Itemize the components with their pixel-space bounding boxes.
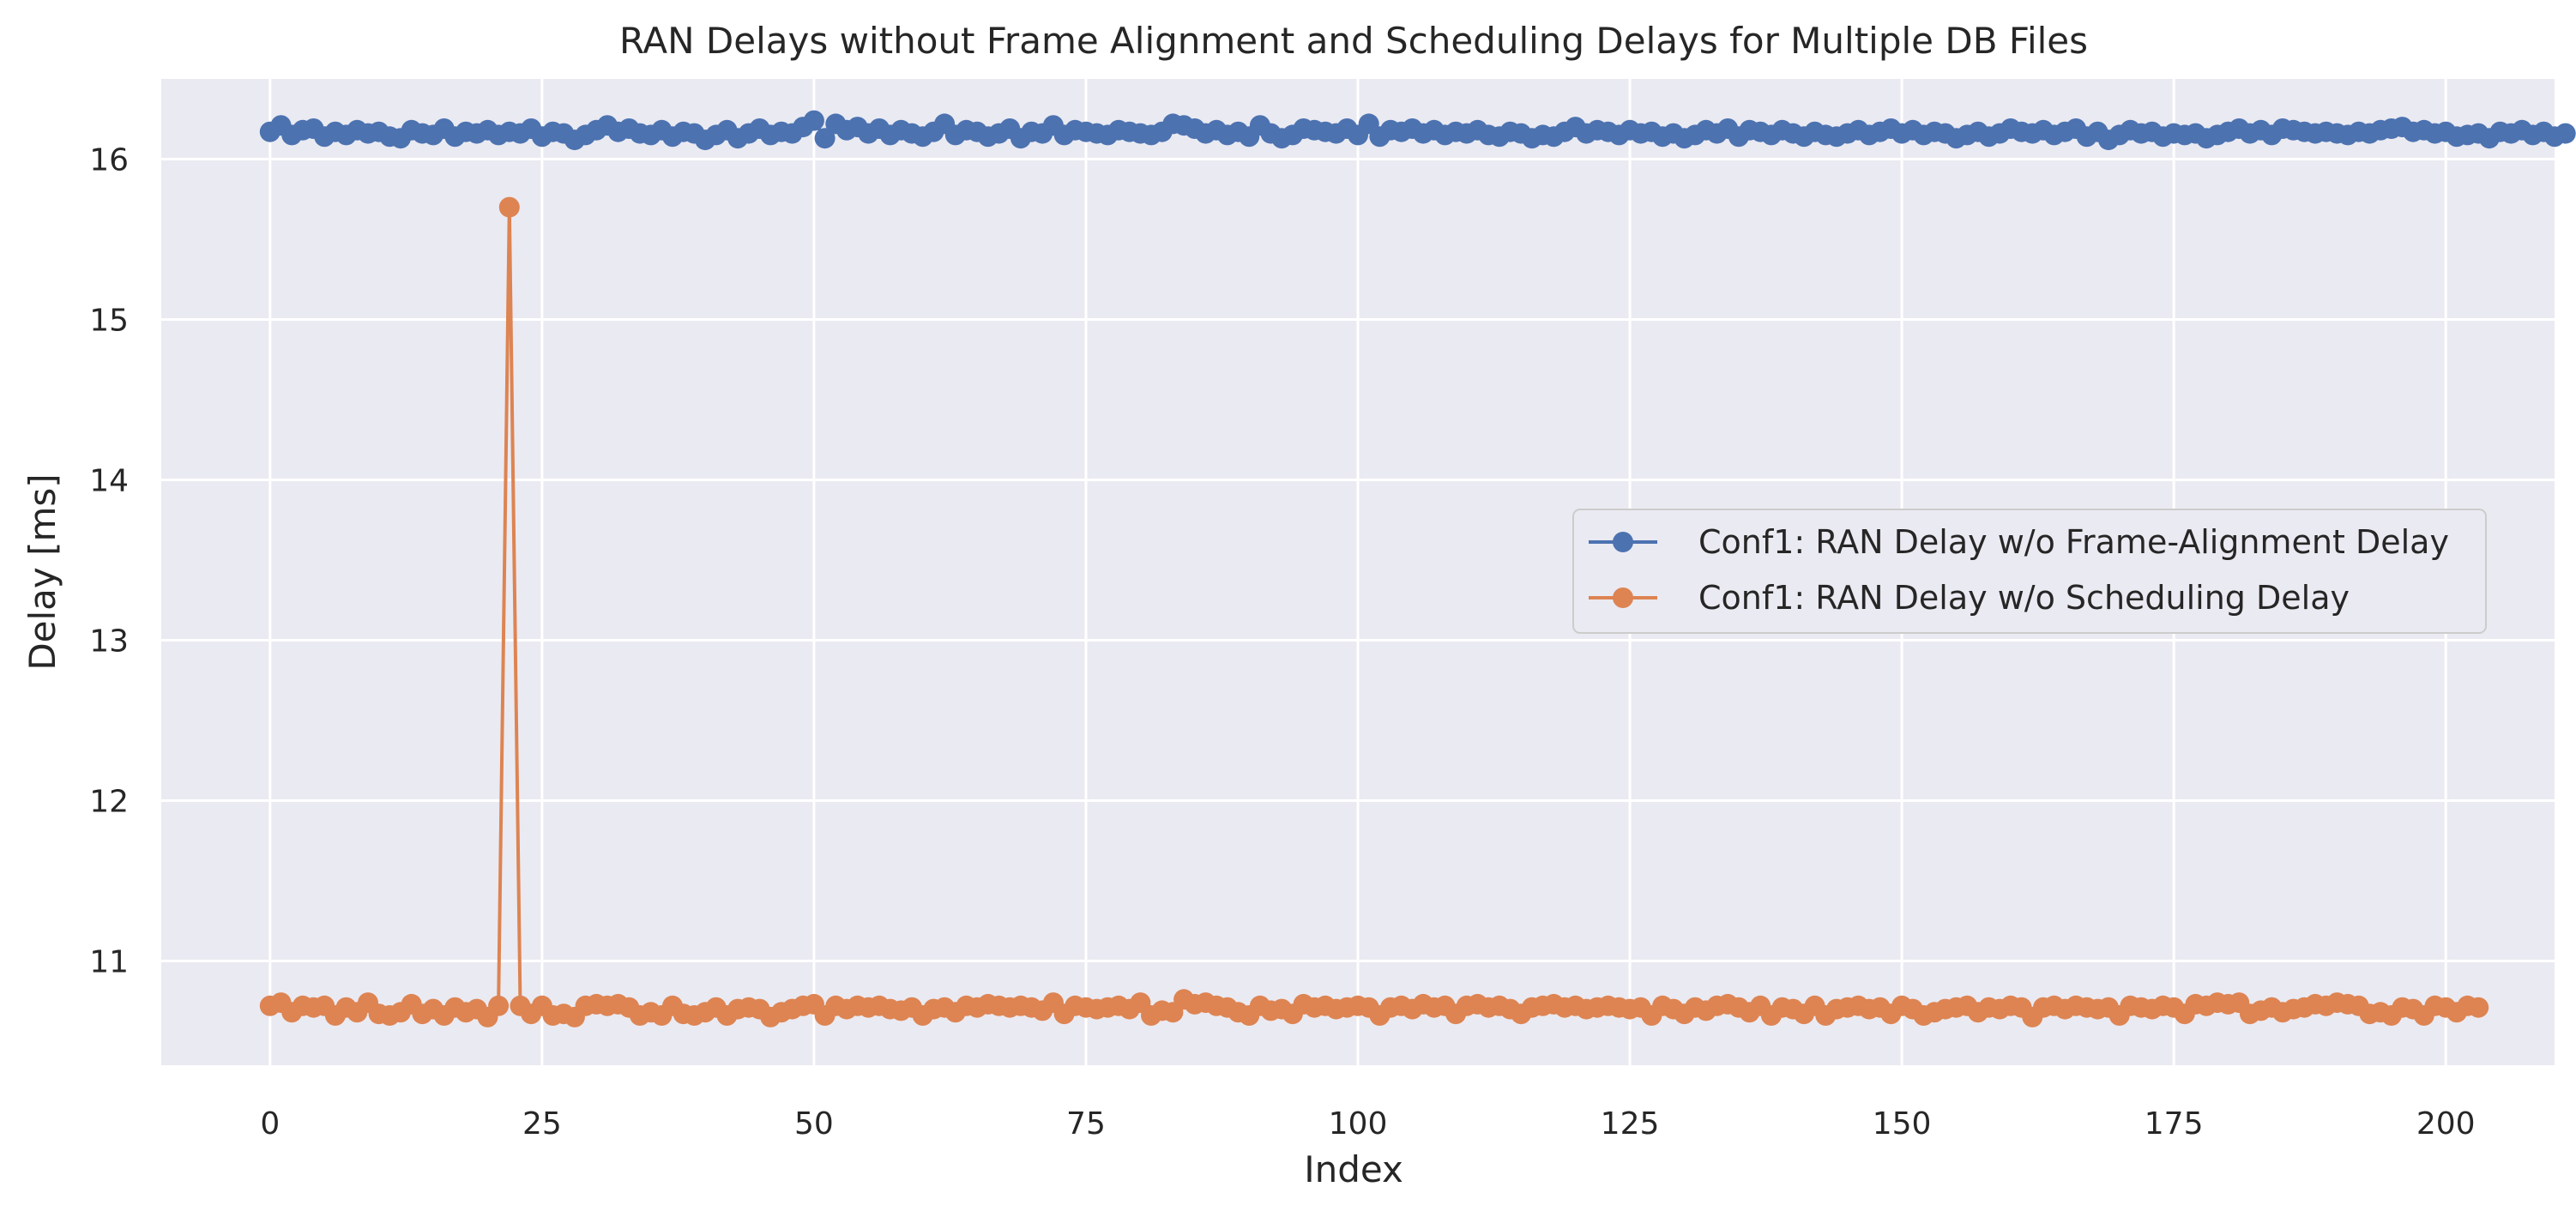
data-point [2468,997,2489,1018]
x-tick-label: 0 [260,1106,280,1142]
data-point [803,110,824,131]
legend-label-scheduling: Conf1: RAN Delay w/o Scheduling Delay [1698,579,2350,617]
y-axis-label: Delay [ms] [21,473,63,670]
y-tick-label: 14 [89,463,129,498]
y-tick-label: 13 [89,624,129,659]
x-tick-label: 75 [1066,1106,1106,1142]
x-tick-label: 50 [794,1106,834,1142]
chart-title: RAN Delays without Frame Alignment and S… [619,20,2088,62]
y-tick-label: 11 [89,944,129,979]
grid-lines [161,79,2555,1065]
legend: Conf1: RAN Delay w/o Frame-Alignment Del… [1572,509,2487,634]
y-tick-label: 15 [89,303,129,338]
legend-marker-orange [1613,587,1633,608]
x-tick-label: 25 [522,1106,562,1142]
series-2 [259,196,2489,1027]
x-tick-label: 125 [1601,1106,1660,1142]
x-tick-label: 150 [1873,1106,1932,1142]
x-tick-label: 200 [2416,1106,2476,1142]
data-point [2555,123,2576,144]
y-tick-label: 12 [89,784,129,819]
data-point [814,128,836,149]
x-tick-label: 175 [2145,1106,2204,1142]
data-point [488,995,510,1016]
tick-labels: 0 25 50 75 100 125 150 175 200 11 12 13 14 15 16 [89,142,2475,1142]
legend-marker-blue [1613,532,1633,552]
y-tick-label: 16 [89,142,129,178]
x-axis-label: Index [1304,1148,1403,1190]
data-point [498,196,520,218]
series-1 [259,110,2576,151]
legend-box [1572,509,2487,634]
legend-label-frame-alignment: Conf1: RAN Delay w/o Frame-Alignment Del… [1698,523,2449,561]
series-layer [259,110,2576,1027]
x-tick-label: 100 [1329,1106,1388,1142]
